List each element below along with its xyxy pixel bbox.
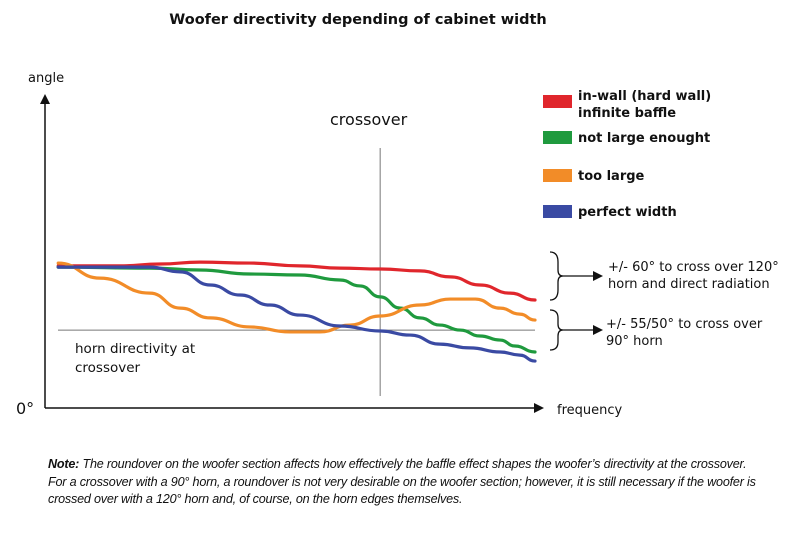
note-line-1: The roundover on the woofer section affe… — [79, 457, 747, 471]
legend-swatch-1 — [543, 95, 572, 108]
legend-swatch-4 — [543, 205, 572, 218]
brace-upper-text-1: +/- 60° to cross over 120° — [608, 260, 779, 275]
y-axis-label: angle — [28, 71, 64, 86]
brace-lower-text-1: +/- 55/50° to cross over — [606, 317, 763, 332]
horn-label-line-1: horn directivity at — [75, 341, 195, 357]
series-line-1 — [56, 260, 537, 302]
chart-title: Woofer directivity depending of cabinet … — [169, 12, 546, 28]
legend-label-4: perfect width — [578, 205, 677, 220]
legend-label-1: infinite baffle — [578, 106, 676, 121]
note-text: Note: The roundover on the woofer sectio… — [48, 456, 788, 509]
legend: in-wall (hard wall) infinite baffle not la… — [543, 89, 711, 220]
note-paragraph-1: Note: The roundover on the woofer sectio… — [48, 456, 788, 474]
series-line-4 — [56, 265, 537, 363]
horn-label-line-2: crossover — [75, 360, 141, 376]
note-label: Note: — [48, 457, 80, 471]
origin-label: 0° — [16, 399, 34, 418]
legend-label-2: not large enought — [578, 131, 710, 146]
note-line-2: For a crossover with a 90° horn, a round… — [48, 474, 756, 507]
brace-upper-text-2: horn and direct radiation — [608, 277, 770, 292]
brace-lower-text-2: 90° horn — [606, 334, 663, 349]
legend-label-1: in-wall (hard wall) — [578, 89, 711, 104]
brace-lower — [549, 309, 564, 351]
legend-label-3: too large — [578, 169, 645, 184]
crossover-label: crossover — [330, 110, 408, 129]
legend-swatch-2 — [543, 131, 572, 144]
series-line-3 — [56, 261, 537, 334]
x-axis-label: frequency — [557, 403, 623, 418]
brace-upper — [549, 251, 564, 301]
series-line-2 — [56, 265, 537, 354]
series-group — [56, 260, 537, 363]
legend-swatch-3 — [543, 169, 572, 182]
